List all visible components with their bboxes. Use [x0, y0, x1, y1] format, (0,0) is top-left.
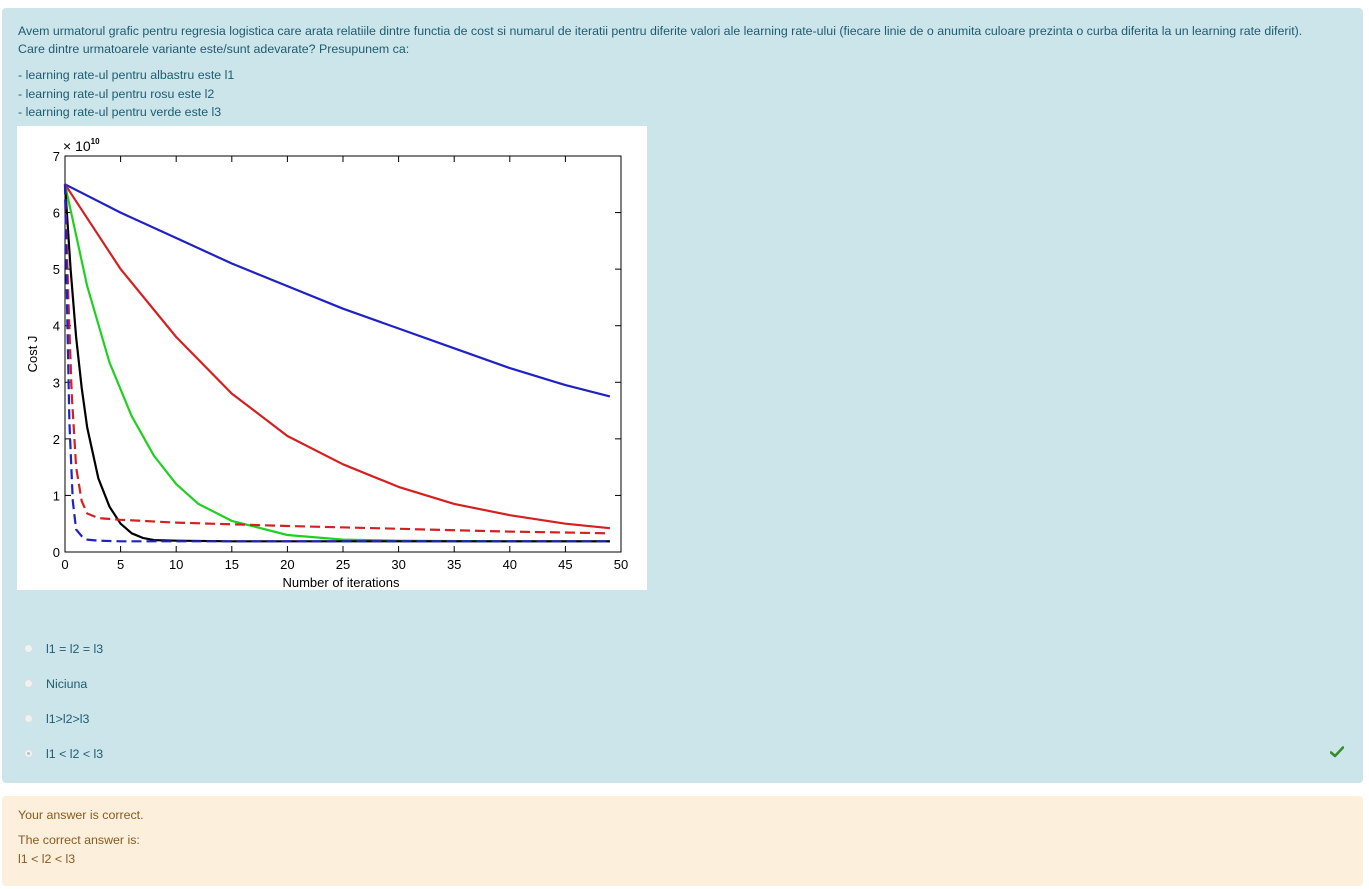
- option-3[interactable]: l1>l2>l3: [24, 710, 324, 730]
- y-tick-label: 7: [53, 149, 60, 164]
- assumption-item: - learning rate-ul pentru verde este l3: [18, 105, 222, 119]
- y-axis-label: Cost J: [25, 336, 40, 373]
- question-box: Avem urmatorul grafic pentru regresia lo…: [2, 8, 1363, 783]
- question-text: Avem urmatorul grafic pentru regresia lo…: [18, 22, 1348, 122]
- assumption-item: - learning rate-ul pentru rosu este l2: [18, 86, 215, 101]
- series-line-2: [64, 183, 611, 530]
- y-tick-label: 5: [53, 262, 60, 277]
- checkmark-icon: [1330, 746, 1344, 758]
- x-tick-label: 15: [225, 557, 239, 572]
- option-label: l1 < l2 < l3: [46, 747, 104, 761]
- x-tick-label: 25: [336, 557, 350, 572]
- feedback-box: Your answer is correct. The correct answ…: [2, 796, 1363, 886]
- x-tick-label: 45: [558, 557, 572, 572]
- series-line-1: [64, 183, 611, 398]
- series-line-4: [63, 184, 610, 543]
- x-tick-label: 30: [391, 557, 405, 572]
- y-tick-label: 4: [53, 319, 60, 334]
- option-label: l1>l2>l3: [46, 712, 90, 726]
- x-tick-label: 40: [503, 557, 517, 572]
- radio-button[interactable]: [24, 679, 33, 688]
- feedback-status: Your answer is correct.: [18, 808, 144, 822]
- correct-answer-label: The correct answer is:: [18, 833, 140, 847]
- y-tick-label: 2: [53, 432, 60, 447]
- question-line-2: Care dintre urmatoarele variante este/su…: [18, 42, 410, 56]
- option-2[interactable]: Niciuna: [24, 675, 324, 695]
- x-tick-label: 35: [447, 557, 461, 572]
- radio-button-selected[interactable]: [24, 749, 33, 758]
- y-tick-label: 3: [53, 375, 60, 390]
- series-line-3: [63, 184, 610, 543]
- x-tick-label: 10: [169, 557, 183, 572]
- option-label: l1 = l2 = l3: [46, 642, 104, 656]
- correct-answer-value: l1 < l2 < l3: [18, 852, 76, 866]
- x-tick-label: 5: [117, 557, 124, 572]
- question-line-1: Avem urmatorul grafic pentru regresia lo…: [18, 24, 1303, 38]
- x-tick-label: 20: [280, 557, 294, 572]
- y-tick-label: 1: [53, 488, 60, 503]
- x-tick-label: 0: [61, 557, 68, 572]
- radio-button[interactable]: [24, 644, 33, 653]
- x-axis-label: Number of iterations: [282, 575, 400, 590]
- assumption-item: - learning rate-ul pentru albastru este …: [18, 68, 235, 82]
- series-line-5: [63, 184, 610, 535]
- y-tick-label: 0: [53, 545, 60, 560]
- series-line-6: [63, 184, 610, 543]
- option-1[interactable]: l1 = l2 = l3: [24, 640, 324, 660]
- x-tick-label: 50: [614, 557, 628, 572]
- option-4[interactable]: l1 < l2 < l3: [24, 745, 324, 765]
- cost-chart: 0 5 10 15 20 25 30 35 40 45 50 0 1 2 3 4 5 6 7 × 1010 Numb…: [17, 126, 647, 590]
- assumption-list: - learning rate-ul pentru albastru este …: [18, 66, 1348, 122]
- y-tick-label: 6: [53, 206, 60, 221]
- option-label: Niciuna: [46, 677, 88, 691]
- y-multiplier-label: × 1010: [63, 137, 100, 154]
- radio-button[interactable]: [24, 714, 33, 723]
- plot-frame: [64, 155, 622, 553]
